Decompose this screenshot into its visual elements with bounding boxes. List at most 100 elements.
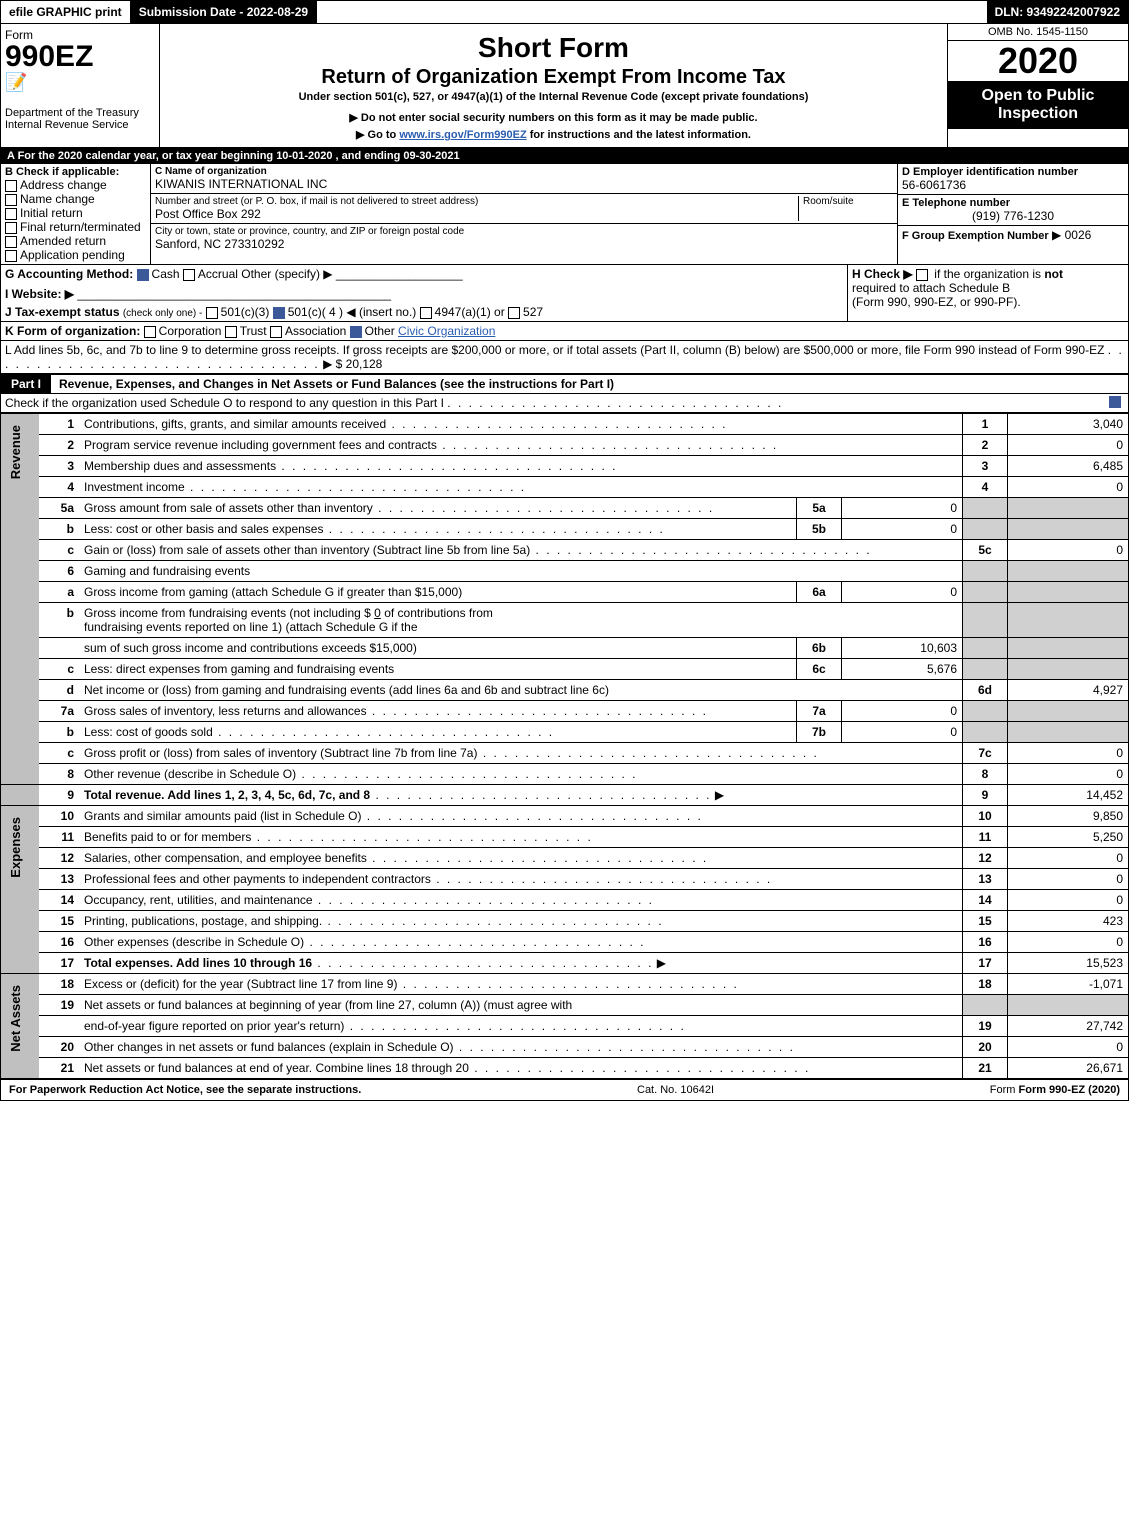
line-17-num: 17: [39, 953, 79, 974]
line-5c-desc: Gain or (loss) from sale of assets other…: [84, 543, 530, 557]
line-1-desc: Contributions, gifts, grants, and simila…: [84, 417, 386, 431]
line-6d-amt: 4,927: [1008, 680, 1129, 701]
irs-form-link[interactable]: www.irs.gov/Form990EZ: [399, 129, 526, 141]
line-13-ref: 13: [963, 869, 1008, 890]
line-8-num: 8: [39, 764, 79, 785]
chk-schedule-b-not-required[interactable]: [916, 269, 928, 281]
chk-4947[interactable]: [420, 307, 432, 319]
chk-association[interactable]: [270, 326, 282, 338]
chk-application-pending[interactable]: [5, 250, 17, 262]
line-6a-num: a: [39, 582, 79, 603]
goto-post: for instructions and the latest informat…: [527, 129, 751, 141]
line-5c-ref: 5c: [963, 540, 1008, 561]
chk-501c[interactable]: [273, 307, 285, 319]
return-title: Return of Organization Exempt From Incom…: [166, 66, 941, 89]
line-5b-desc: Less: cost or other basis and sales expe…: [84, 522, 323, 536]
line-21-ref: 21: [963, 1058, 1008, 1079]
gray-cell: [963, 498, 1008, 519]
opt-501c: 501(c)( 4 ) ◀ (insert no.): [288, 305, 417, 319]
form-number: 990EZ: [5, 42, 155, 72]
submission-date: Submission Date - 2022-08-29: [131, 1, 317, 23]
chk-accrual[interactable]: [183, 269, 195, 281]
opt-initial-return: Initial return: [20, 206, 83, 220]
line-7a-num: 7a: [39, 701, 79, 722]
arrow-icon: ▶: [657, 956, 666, 970]
chk-schedule-o-used[interactable]: [1109, 396, 1121, 408]
line-13-amt: 0: [1008, 869, 1129, 890]
line-7a-subamt: 0: [842, 701, 963, 722]
line-10-num: 10: [39, 806, 79, 827]
chk-trust[interactable]: [225, 326, 237, 338]
side-net-assets: Net Assets: [1, 974, 39, 1079]
form-header: Form 990EZ 📝 Department of the Treasury …: [1, 24, 1128, 148]
room-suite: Room/suite: [798, 196, 893, 221]
arrow-icon: ▶: [1052, 228, 1061, 242]
section-h-text: if the organization is: [934, 267, 1044, 281]
chk-initial-return[interactable]: [5, 208, 17, 220]
line-19-amt: 27,742: [1008, 1016, 1129, 1037]
chk-501c3[interactable]: [206, 307, 218, 319]
other-org-value[interactable]: Civic Organization: [398, 324, 495, 338]
opt-trust: Trust: [240, 324, 267, 338]
line-6a-desc: Gross income from gaming (attach Schedul…: [84, 585, 462, 599]
line-5c-amt: 0: [1008, 540, 1129, 561]
gray-cell: [1008, 498, 1129, 519]
line-19-ref: 19: [963, 1016, 1008, 1037]
org-name: KIWANIS INTERNATIONAL INC: [155, 177, 893, 191]
chk-527[interactable]: [508, 307, 520, 319]
line-19-num: 19: [39, 995, 79, 1016]
line-15-num: 15: [39, 911, 79, 932]
line-6b-desc2: fundraising events reported on line 1) (…: [84, 620, 418, 634]
line-10-desc: Grants and similar amounts paid (list in…: [84, 809, 361, 823]
section-e-title: E Telephone number: [902, 197, 1124, 209]
section-k: K Form of organization: Corporation Trus…: [1, 322, 1128, 341]
line-12-desc: Salaries, other compensation, and employ…: [84, 851, 367, 865]
line-15-desc: Printing, publications, postage, and shi…: [84, 914, 322, 928]
chk-address-change[interactable]: [5, 180, 17, 192]
line-20-ref: 20: [963, 1037, 1008, 1058]
section-f-title: F Group Exemption Number: [902, 230, 1049, 242]
line-6d-ref: 6d: [963, 680, 1008, 701]
part1-check-text: Check if the organization used Schedule …: [5, 396, 444, 410]
part1-heading: Part I Revenue, Expenses, and Changes in…: [1, 374, 1128, 394]
line-19-desc: Net assets or fund balances at beginning…: [79, 995, 963, 1016]
section-i-title: I Website: ▶: [5, 287, 74, 301]
line-7a-desc: Gross sales of inventory, less returns a…: [84, 704, 367, 718]
opt-final-return: Final return/terminated: [20, 220, 141, 234]
line-5b-subref: 5b: [797, 519, 842, 540]
chk-final-return[interactable]: [5, 222, 17, 234]
line-2-amt: 0: [1008, 435, 1129, 456]
line-9-amt: 14,452: [1008, 785, 1129, 806]
line-6a-subamt: 0: [842, 582, 963, 603]
chk-amended-return[interactable]: [5, 236, 17, 248]
line-14-desc: Occupancy, rent, utilities, and maintena…: [84, 893, 313, 907]
line-4-amt: 0: [1008, 477, 1129, 498]
chk-name-change[interactable]: [5, 194, 17, 206]
side-revenue: Revenue: [1, 414, 39, 785]
line-3-amt: 6,485: [1008, 456, 1129, 477]
part1-title: Revenue, Expenses, and Changes in Net As…: [59, 377, 1128, 391]
arrow-icon: ▶: [715, 788, 724, 802]
line-2-num: 2: [39, 435, 79, 456]
line-5a-desc: Gross amount from sale of assets other t…: [84, 501, 373, 515]
line-6c-num: c: [39, 659, 79, 680]
line-3-ref: 3: [963, 456, 1008, 477]
section-g-h: G Accounting Method: Cash Accrual Other …: [1, 265, 1128, 322]
line-5a-num: 5a: [39, 498, 79, 519]
pra-notice: For Paperwork Reduction Act Notice, see …: [9, 1084, 361, 1096]
irs-label: Internal Revenue Service: [5, 119, 155, 131]
line-1-num: 1: [39, 414, 79, 435]
line-4-ref: 4: [963, 477, 1008, 498]
section-k-title: K Form of organization:: [5, 324, 140, 338]
opt-527: 527: [523, 305, 543, 319]
chk-corporation[interactable]: [144, 326, 156, 338]
line-16-desc: Other expenses (describe in Schedule O): [84, 935, 304, 949]
goto-instructions: ▶ Go to www.irs.gov/Form990EZ for instru…: [166, 128, 941, 141]
chk-cash[interactable]: [137, 269, 149, 281]
chk-other-org[interactable]: [350, 326, 362, 338]
goto-pre: ▶ Go to: [356, 129, 399, 141]
efile-button[interactable]: efile GRAPHIC print: [1, 1, 131, 23]
line-9-num: 9: [39, 785, 79, 806]
line-5a-subref: 5a: [797, 498, 842, 519]
opt-4947: 4947(a)(1) or: [435, 305, 505, 319]
